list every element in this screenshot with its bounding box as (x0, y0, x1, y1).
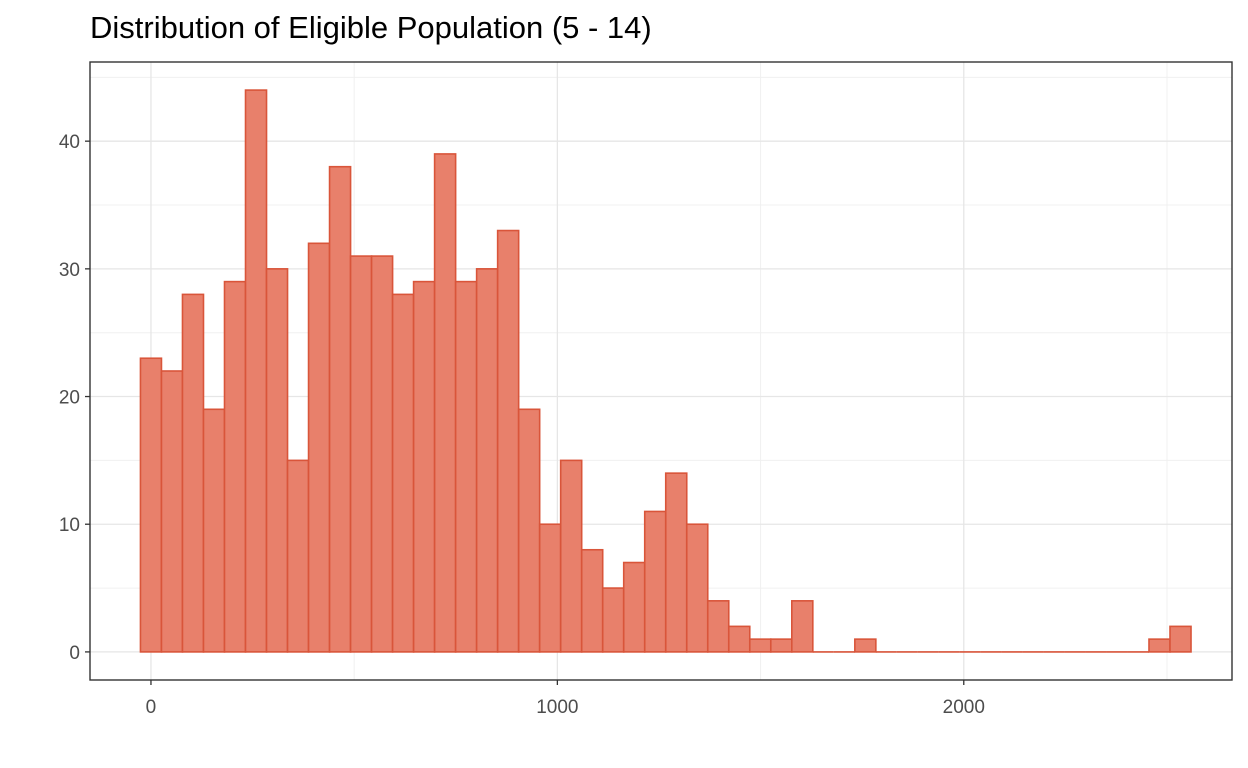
histogram-bar (307, 242, 331, 653)
x-tick-label: 0 (146, 697, 157, 718)
histogram-bar (475, 268, 499, 653)
histogram-bar (517, 408, 541, 653)
x-tick-label: 2000 (943, 697, 985, 718)
histogram-bar (854, 638, 877, 653)
histogram-bar (1169, 625, 1192, 653)
histogram-bar (202, 408, 226, 653)
histogram-bar (601, 587, 625, 653)
histogram-bar (580, 548, 604, 653)
histogram-bar (769, 638, 793, 653)
histogram-bar (223, 280, 247, 653)
x-tick-label: 1000 (536, 697, 578, 718)
histogram-bar (139, 357, 163, 653)
y-tick-label: 20 (59, 388, 80, 409)
x-axis: 0 1000 2000 (146, 680, 985, 718)
y-tick-label: 10 (59, 515, 80, 536)
histogram-bar (748, 638, 772, 653)
histogram-bar (643, 510, 667, 653)
histogram-bar (370, 255, 394, 653)
histogram-bar (559, 459, 583, 653)
histogram-bar (622, 561, 646, 653)
histogram-bar (791, 600, 814, 653)
histogram-bar (664, 472, 688, 653)
chart-title: Distribution of Eligible Population (5 -… (90, 10, 652, 45)
histogram-bar (706, 600, 730, 653)
histogram-bar (181, 293, 205, 653)
histogram-bar (391, 293, 415, 653)
histogram-bar (1148, 638, 1171, 653)
histogram-bar (412, 280, 436, 653)
histogram-bar (160, 370, 184, 653)
histogram-bar (727, 625, 751, 653)
histogram-bar (685, 523, 709, 653)
histogram-bar (538, 523, 562, 653)
histogram-bar (328, 165, 352, 653)
histogram-bar (433, 153, 457, 653)
y-tick-label: 30 (59, 260, 80, 281)
histogram-bar (265, 268, 289, 653)
y-axis: 0 10 20 30 40 (59, 132, 90, 664)
histogram-bar (496, 229, 520, 653)
y-tick-label: 40 (59, 132, 80, 153)
histogram-bar (349, 255, 373, 653)
panel-border (89, 61, 1233, 681)
y-tick-label: 0 (69, 643, 80, 664)
histogram-bar (454, 280, 478, 653)
histogram-bars (139, 89, 1192, 653)
histogram-bar (286, 459, 310, 653)
histogram-bar (244, 89, 268, 653)
